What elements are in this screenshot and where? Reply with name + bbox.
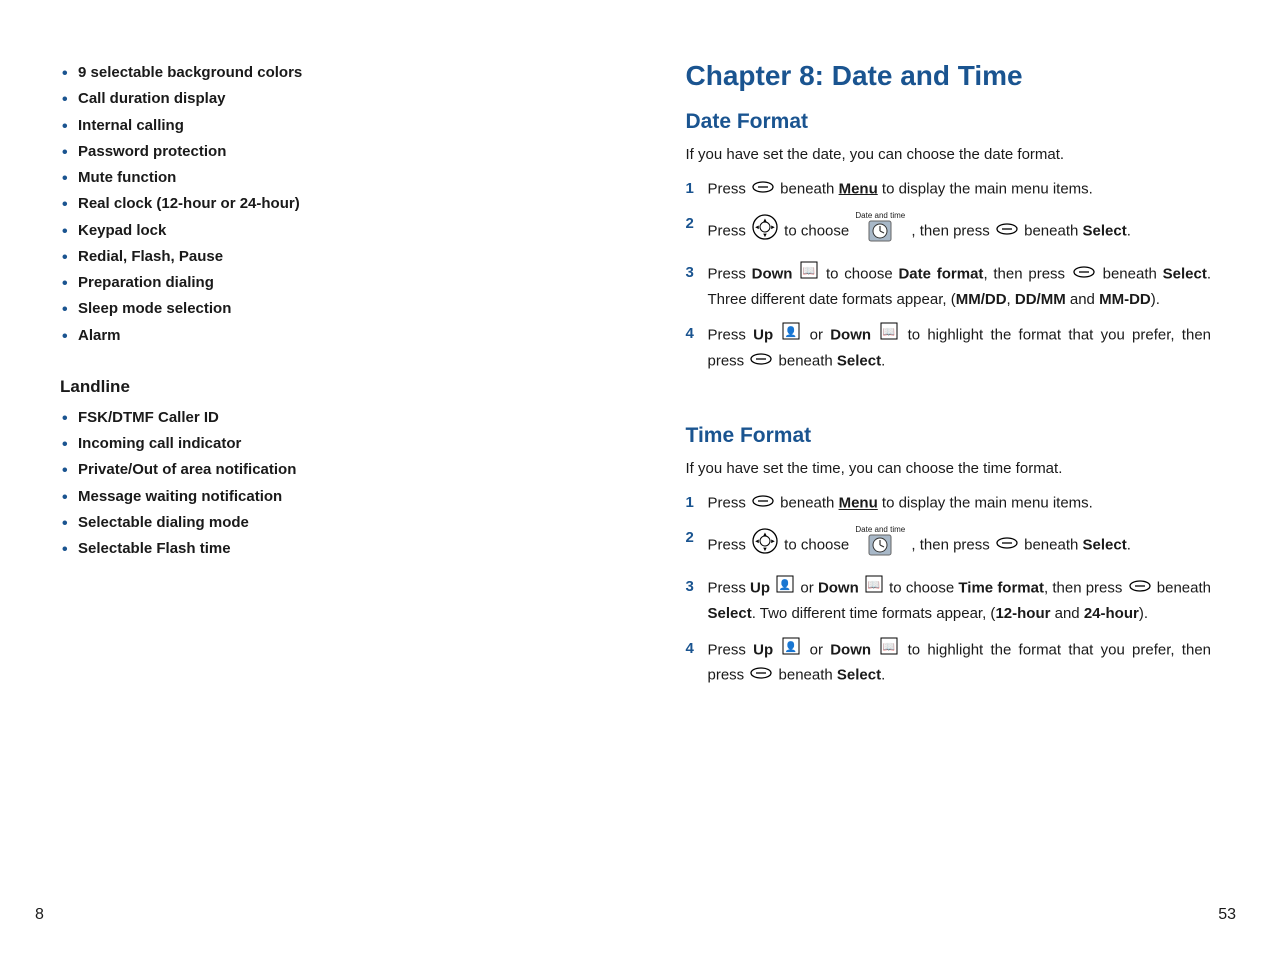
step-item: Press ▲▼◄► to choose Date and time , the… — [686, 212, 1212, 251]
softkey-icon — [996, 219, 1018, 244]
svg-text:📖: 📖 — [883, 642, 895, 653]
right-page: Chapter 8: Date and Time Date Format If … — [636, 0, 1271, 954]
svg-text:►: ► — [770, 539, 776, 545]
list-item: Redial, Flash, Pause — [60, 244, 586, 270]
up-key-icon: 👤 — [782, 637, 800, 664]
svg-text:👤: 👤 — [785, 325, 797, 338]
time-format-intro: If you have set the time, you can choose… — [686, 460, 1212, 477]
softkey-icon — [752, 177, 774, 202]
svg-text:👤: 👤 — [779, 578, 791, 591]
page-number: 8 — [35, 906, 44, 924]
list-item: Keypad lock — [60, 218, 586, 244]
step-item: Press Down 📖 to choose Date format, then… — [686, 261, 1212, 313]
left-page: 9 selectable background colors Call dura… — [0, 0, 636, 954]
list-item: Password protection — [60, 139, 586, 165]
down-key-icon: 📖 — [800, 261, 818, 288]
step-item: Press beneath Menu to display the main m… — [686, 491, 1212, 516]
list-item: FSK/DTMF Caller ID — [60, 405, 586, 431]
up-key-icon: 👤 — [782, 322, 800, 349]
svg-text:►: ► — [770, 225, 776, 231]
list-item: Sleep mode selection — [60, 296, 586, 322]
date-format-title: Date Format — [686, 110, 1212, 134]
clock-icon-stack: Date and time — [855, 212, 905, 251]
list-item: Real clock (12-hour or 24-hour) — [60, 191, 586, 217]
softkey-icon — [750, 663, 772, 688]
svg-text:👤: 👤 — [785, 640, 797, 653]
step-item: Press beneath Menu to display the main m… — [686, 177, 1212, 202]
up-key-icon: 👤 — [776, 575, 794, 602]
list-item: Message waiting notification — [60, 484, 586, 510]
list-item: Internal calling — [60, 113, 586, 139]
svg-text:▼: ▼ — [762, 547, 768, 553]
list-item: Preparation dialing — [60, 270, 586, 296]
landline-feature-list: FSK/DTMF Caller ID Incoming call indicat… — [60, 405, 586, 563]
date-format-steps: Press beneath Menu to display the main m… — [686, 177, 1212, 374]
softkey-icon — [1073, 262, 1095, 287]
landline-heading: Landline — [60, 377, 586, 397]
list-item: 9 selectable background colors — [60, 60, 586, 86]
page-number: 53 — [1218, 906, 1236, 924]
list-item: Selectable dialing mode — [60, 510, 586, 536]
svg-text:📖: 📖 — [803, 266, 815, 277]
step-item: Press Up 👤 or Down 📖 to highlight the fo… — [686, 637, 1212, 689]
nav-key-icon: ▲ ▼◄ ► — [752, 528, 778, 563]
softkey-icon — [996, 533, 1018, 558]
clock-icon-stack: Date and time — [855, 526, 905, 565]
list-item: Selectable Flash time — [60, 536, 586, 562]
step-item: Press Up 👤 or Down 📖 to choose Time form… — [686, 575, 1212, 627]
time-format-steps: Press beneath Menu to display the main m… — [686, 491, 1212, 688]
list-item: Alarm — [60, 323, 586, 349]
svg-text:▼: ▼ — [762, 233, 768, 239]
feature-list: 9 selectable background colors Call dura… — [60, 60, 586, 349]
list-item: Mute function — [60, 165, 586, 191]
time-format-title: Time Format — [686, 424, 1212, 448]
svg-text:◄: ◄ — [754, 225, 760, 231]
chapter-title: Chapter 8: Date and Time — [686, 60, 1212, 92]
list-item: Private/Out of area notification — [60, 457, 586, 483]
down-key-icon: 📖 — [865, 575, 883, 602]
date-format-intro: If you have set the date, you can choose… — [686, 146, 1212, 163]
svg-text:📖: 📖 — [883, 327, 895, 338]
svg-text:▲: ▲ — [762, 218, 768, 224]
svg-text:📖: 📖 — [868, 580, 880, 591]
softkey-icon — [752, 491, 774, 516]
down-key-icon: 📖 — [880, 322, 898, 349]
step-item: Press ▲▼◄► to choose Date and time , the… — [686, 526, 1212, 565]
step-item: Press Up 👤 or Down 📖 to highlight the fo… — [686, 322, 1212, 374]
svg-text:▲: ▲ — [762, 532, 768, 538]
list-item: Call duration display — [60, 86, 586, 112]
nav-key-icon: ▲ ▼◄ ► — [752, 214, 778, 249]
softkey-icon — [750, 349, 772, 374]
svg-text:◄: ◄ — [754, 539, 760, 545]
softkey-icon — [1129, 576, 1151, 601]
down-key-icon: 📖 — [880, 637, 898, 664]
list-item: Incoming call indicator — [60, 431, 586, 457]
